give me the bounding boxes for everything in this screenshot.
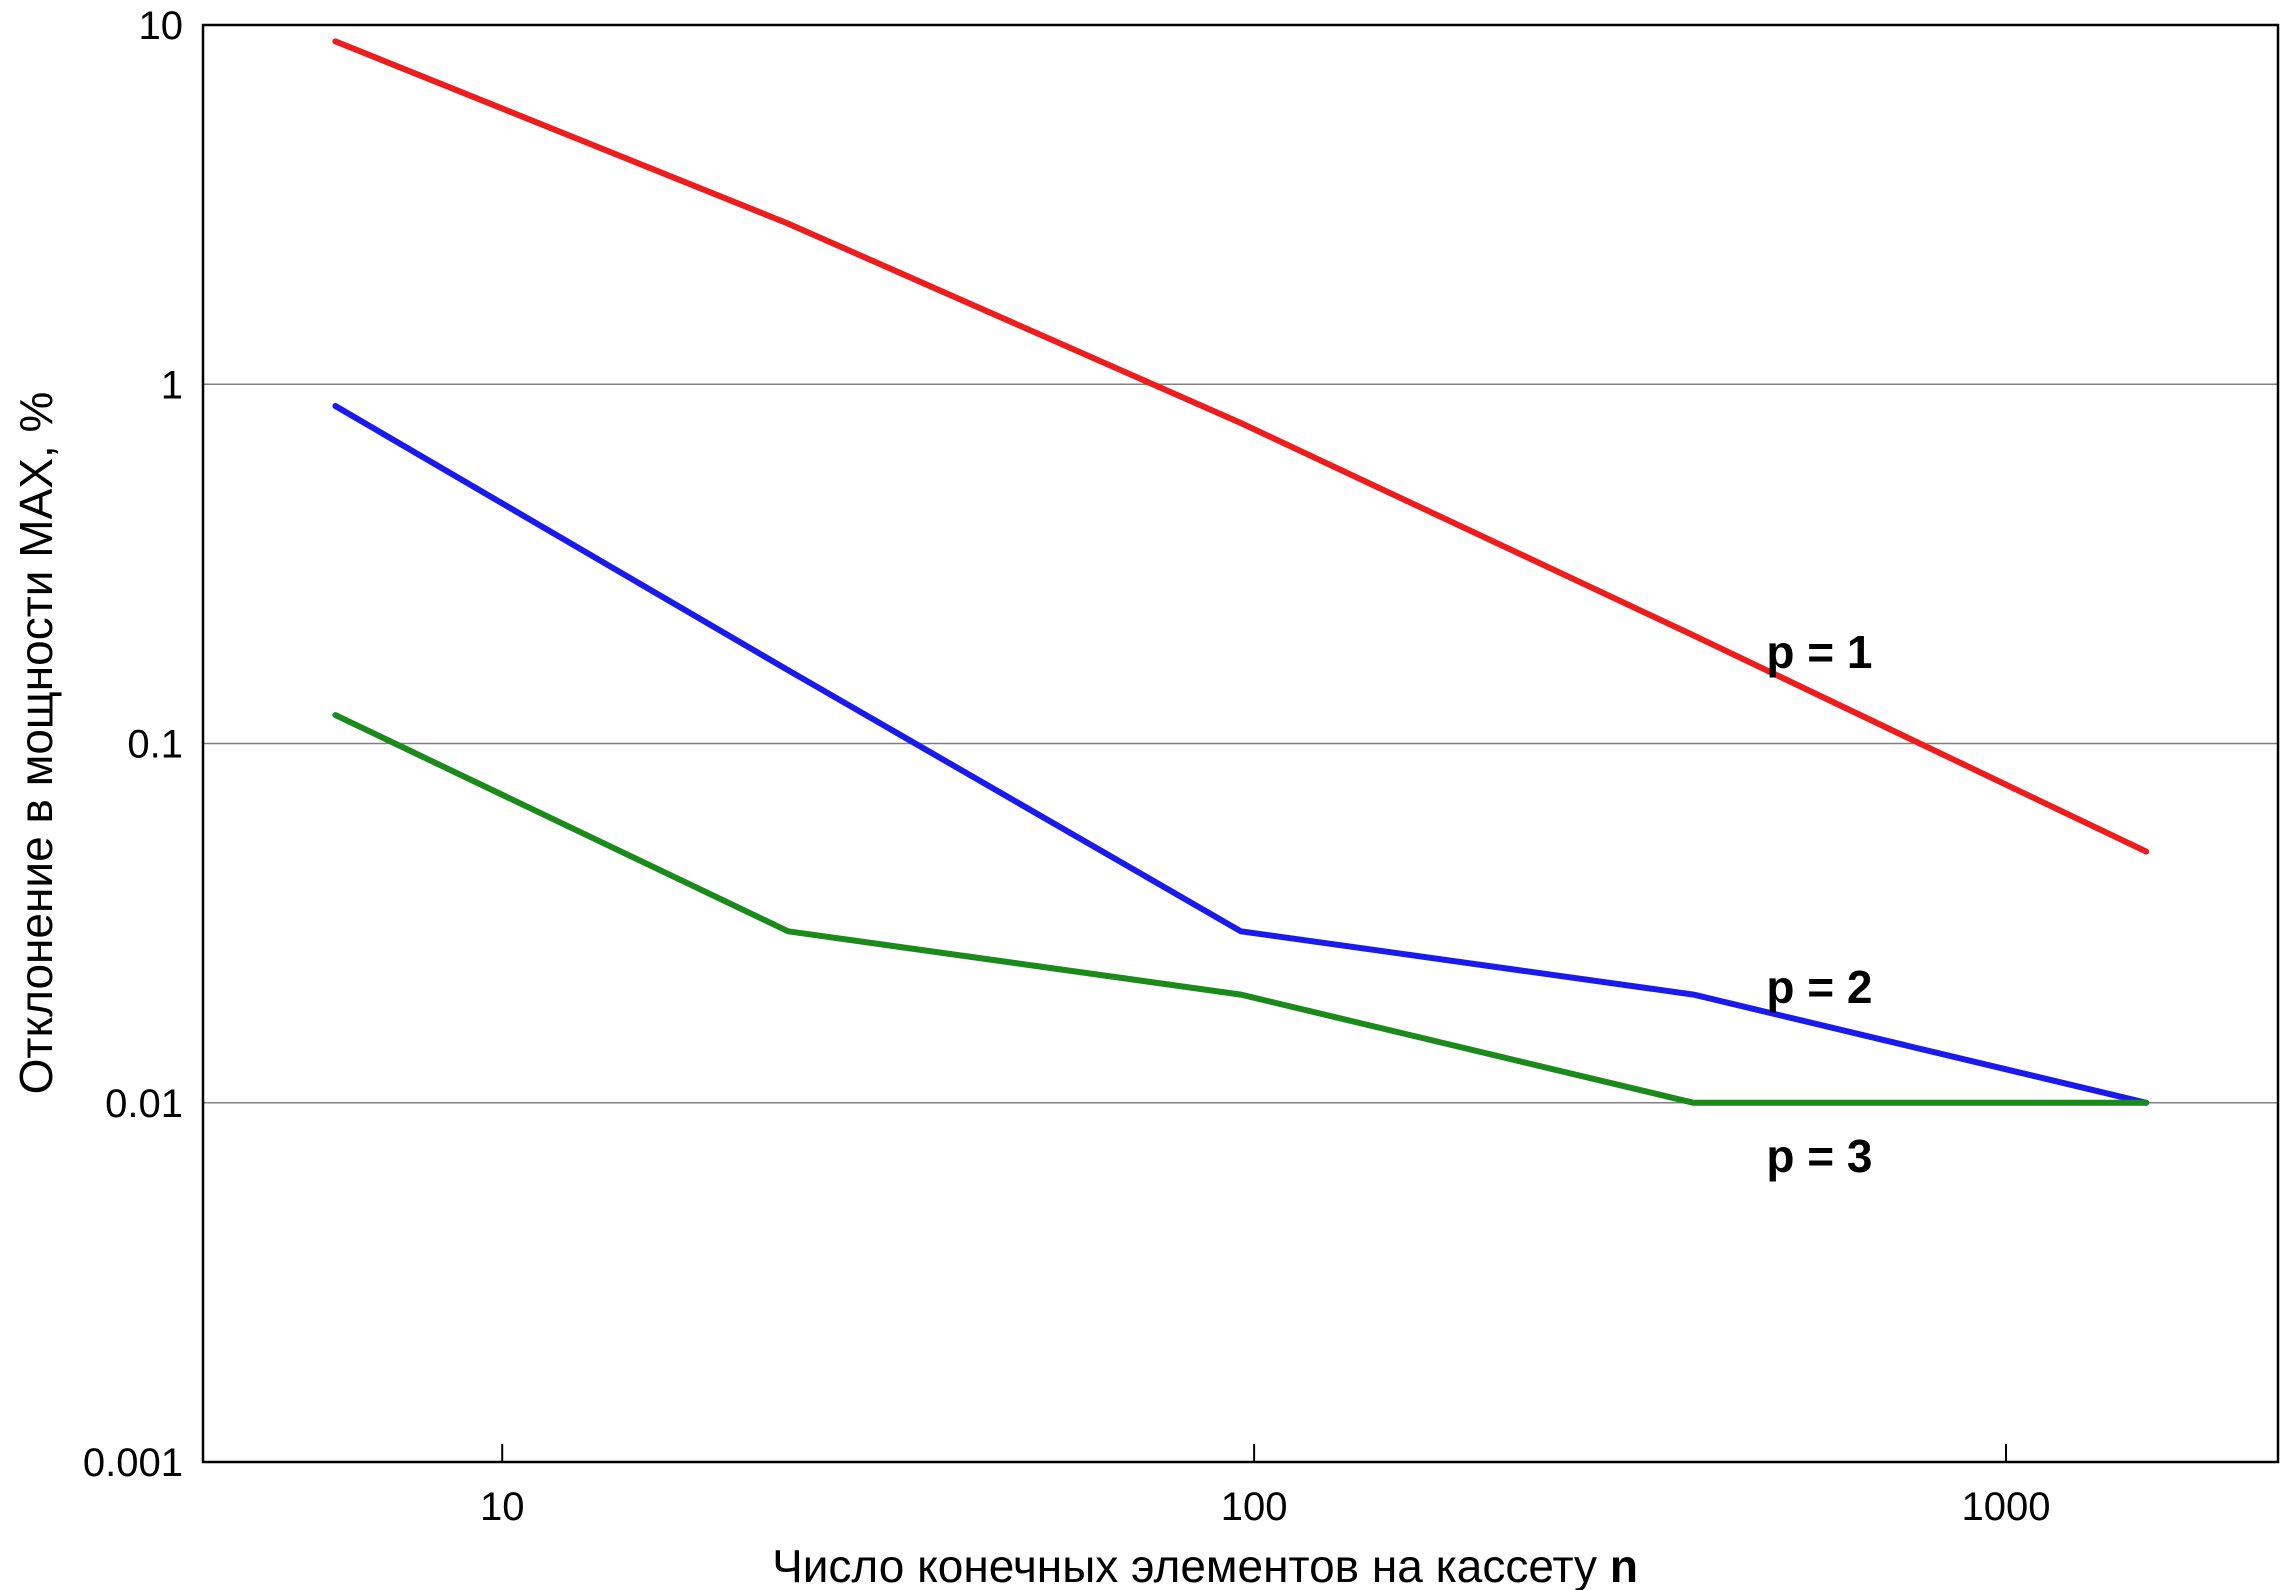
series-line-p1 bbox=[332, 38, 2150, 855]
plot-frame bbox=[201, 23, 2280, 1464]
y-tick-label: 1 bbox=[161, 363, 183, 407]
x-tick-label: 1000 bbox=[1962, 1485, 2051, 1529]
series-line-p3 bbox=[332, 712, 2150, 1106]
series-label-p1: p = 1 bbox=[1766, 626, 1872, 678]
series-lines bbox=[332, 38, 2150, 1106]
x-axis: 10 100 1000 bbox=[480, 1444, 2051, 1529]
y-tick-label: 10 bbox=[139, 4, 184, 48]
y-axis: 10 1 0.1 0.01 0.001 bbox=[83, 4, 183, 1485]
series-label-p3: p = 3 bbox=[1766, 1130, 1872, 1182]
x-tick-label: 100 bbox=[1221, 1485, 1288, 1529]
series-labels: p = 1 p = 2 p = 3 bbox=[1766, 626, 1872, 1182]
x-tick-label: 10 bbox=[480, 1485, 525, 1529]
y-tick-label: 0.1 bbox=[127, 723, 183, 767]
x-axis-title: Число конечных элементов на кассету n bbox=[772, 1540, 1638, 1590]
y-tick-label: 0.01 bbox=[105, 1082, 183, 1126]
series-line-p2 bbox=[332, 403, 2150, 1106]
series-label-p2: p = 2 bbox=[1766, 961, 1872, 1013]
y-tick-label: 0.001 bbox=[83, 1441, 183, 1485]
y-axis-title: Отклонение в мощности MAX, % bbox=[10, 392, 62, 1095]
